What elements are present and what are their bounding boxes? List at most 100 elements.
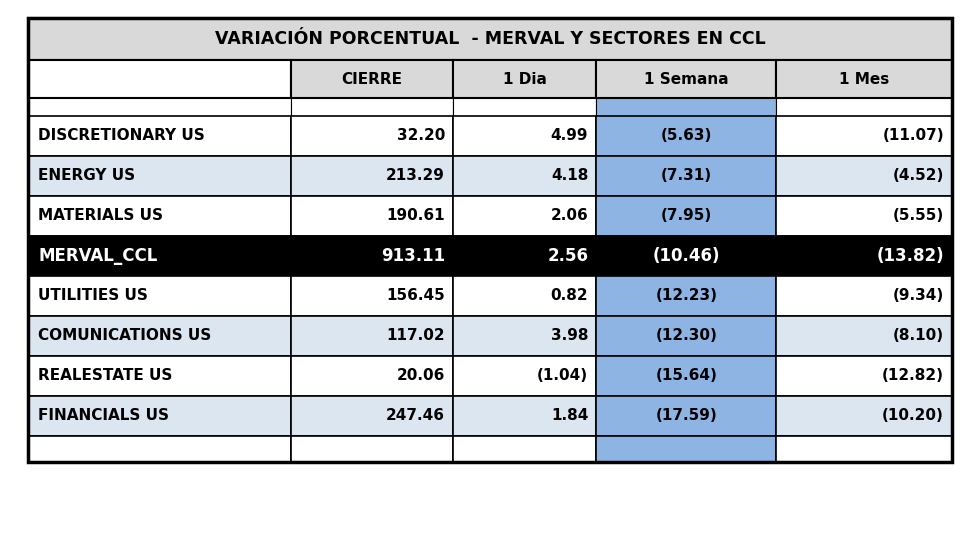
Bar bbox=[291, 156, 453, 196]
Text: (12.82): (12.82) bbox=[882, 368, 944, 383]
Bar bbox=[776, 276, 952, 316]
Bar bbox=[28, 156, 291, 196]
Bar bbox=[776, 156, 952, 196]
Bar bbox=[453, 196, 596, 236]
Bar bbox=[596, 98, 776, 116]
Bar bbox=[596, 316, 776, 356]
Text: (11.07): (11.07) bbox=[882, 129, 944, 143]
Text: 1.84: 1.84 bbox=[551, 408, 588, 423]
Bar bbox=[453, 276, 596, 316]
Bar bbox=[453, 356, 596, 396]
Bar bbox=[596, 236, 776, 276]
Text: DISCRETIONARY US: DISCRETIONARY US bbox=[38, 129, 205, 143]
Bar bbox=[291, 436, 453, 462]
Text: MATERIALS US: MATERIALS US bbox=[38, 208, 163, 223]
Bar bbox=[776, 316, 952, 356]
Bar bbox=[596, 436, 776, 462]
Bar bbox=[28, 316, 291, 356]
Bar bbox=[28, 18, 952, 462]
Text: (10.46): (10.46) bbox=[653, 247, 720, 265]
Bar bbox=[28, 436, 291, 462]
Text: 1 Semana: 1 Semana bbox=[644, 71, 729, 86]
Bar bbox=[28, 236, 291, 276]
Text: (12.23): (12.23) bbox=[656, 289, 717, 304]
Text: 213.29: 213.29 bbox=[386, 168, 445, 183]
Text: 117.02: 117.02 bbox=[386, 329, 445, 343]
Text: 4.99: 4.99 bbox=[551, 129, 588, 143]
Bar bbox=[453, 236, 596, 276]
Text: (1.04): (1.04) bbox=[537, 368, 588, 383]
Text: ENERGY US: ENERGY US bbox=[38, 168, 135, 183]
Text: (15.64): (15.64) bbox=[656, 368, 717, 383]
Text: (8.10): (8.10) bbox=[893, 329, 944, 343]
Text: 1 Mes: 1 Mes bbox=[839, 71, 889, 86]
Bar bbox=[28, 356, 291, 396]
Bar bbox=[291, 276, 453, 316]
Text: CIERRE: CIERRE bbox=[342, 71, 403, 86]
Text: 32.20: 32.20 bbox=[397, 129, 445, 143]
Text: (4.52): (4.52) bbox=[893, 168, 944, 183]
Bar bbox=[453, 60, 596, 98]
Text: 156.45: 156.45 bbox=[386, 289, 445, 304]
Text: (17.59): (17.59) bbox=[656, 408, 717, 423]
Text: 3.98: 3.98 bbox=[551, 329, 588, 343]
Text: 247.46: 247.46 bbox=[386, 408, 445, 423]
Text: 1 Dia: 1 Dia bbox=[503, 71, 547, 86]
Bar bbox=[28, 276, 291, 316]
Bar bbox=[28, 116, 291, 156]
Text: (7.95): (7.95) bbox=[661, 208, 712, 223]
Text: 2.06: 2.06 bbox=[551, 208, 588, 223]
Bar bbox=[453, 156, 596, 196]
Bar bbox=[291, 356, 453, 396]
Bar bbox=[596, 356, 776, 396]
Bar bbox=[596, 156, 776, 196]
Bar bbox=[596, 60, 776, 98]
Bar bbox=[28, 60, 291, 98]
Bar bbox=[291, 60, 453, 98]
Text: (9.34): (9.34) bbox=[893, 289, 944, 304]
Text: 2.56: 2.56 bbox=[547, 247, 588, 265]
Bar bbox=[291, 196, 453, 236]
Bar bbox=[776, 196, 952, 236]
Text: 20.06: 20.06 bbox=[397, 368, 445, 383]
Text: (5.55): (5.55) bbox=[893, 208, 944, 223]
Bar bbox=[776, 116, 952, 156]
Text: (13.82): (13.82) bbox=[876, 247, 944, 265]
Bar bbox=[776, 60, 952, 98]
Bar bbox=[291, 116, 453, 156]
Text: (12.30): (12.30) bbox=[656, 329, 717, 343]
Bar bbox=[453, 316, 596, 356]
Bar bbox=[596, 196, 776, 236]
Text: (10.20): (10.20) bbox=[882, 408, 944, 423]
Text: COMUNICATIONS US: COMUNICATIONS US bbox=[38, 329, 212, 343]
Bar bbox=[596, 116, 776, 156]
Bar bbox=[596, 396, 776, 436]
Bar bbox=[453, 116, 596, 156]
Text: 4.18: 4.18 bbox=[551, 168, 588, 183]
Text: 190.61: 190.61 bbox=[386, 208, 445, 223]
Text: 0.82: 0.82 bbox=[551, 289, 588, 304]
Bar bbox=[596, 276, 776, 316]
Bar bbox=[28, 18, 952, 60]
Bar bbox=[776, 396, 952, 436]
Text: UTILITIES US: UTILITIES US bbox=[38, 289, 148, 304]
Bar bbox=[453, 396, 596, 436]
Text: 913.11: 913.11 bbox=[381, 247, 445, 265]
Bar bbox=[291, 98, 453, 116]
Text: FINANCIALS US: FINANCIALS US bbox=[38, 408, 169, 423]
Text: (7.31): (7.31) bbox=[661, 168, 711, 183]
Bar bbox=[776, 98, 952, 116]
Bar bbox=[453, 98, 596, 116]
Text: MERVAL_CCL: MERVAL_CCL bbox=[38, 247, 158, 265]
Bar bbox=[776, 356, 952, 396]
Bar bbox=[291, 236, 453, 276]
Text: (5.63): (5.63) bbox=[661, 129, 712, 143]
Bar bbox=[291, 316, 453, 356]
Bar bbox=[776, 236, 952, 276]
Text: REALESTATE US: REALESTATE US bbox=[38, 368, 172, 383]
Bar bbox=[291, 396, 453, 436]
Text: VARIACIÓN PORCENTUAL  - MERVAL Y SECTORES EN CCL: VARIACIÓN PORCENTUAL - MERVAL Y SECTORES… bbox=[215, 30, 765, 48]
Bar bbox=[776, 436, 952, 462]
Bar bbox=[28, 396, 291, 436]
Bar bbox=[453, 436, 596, 462]
